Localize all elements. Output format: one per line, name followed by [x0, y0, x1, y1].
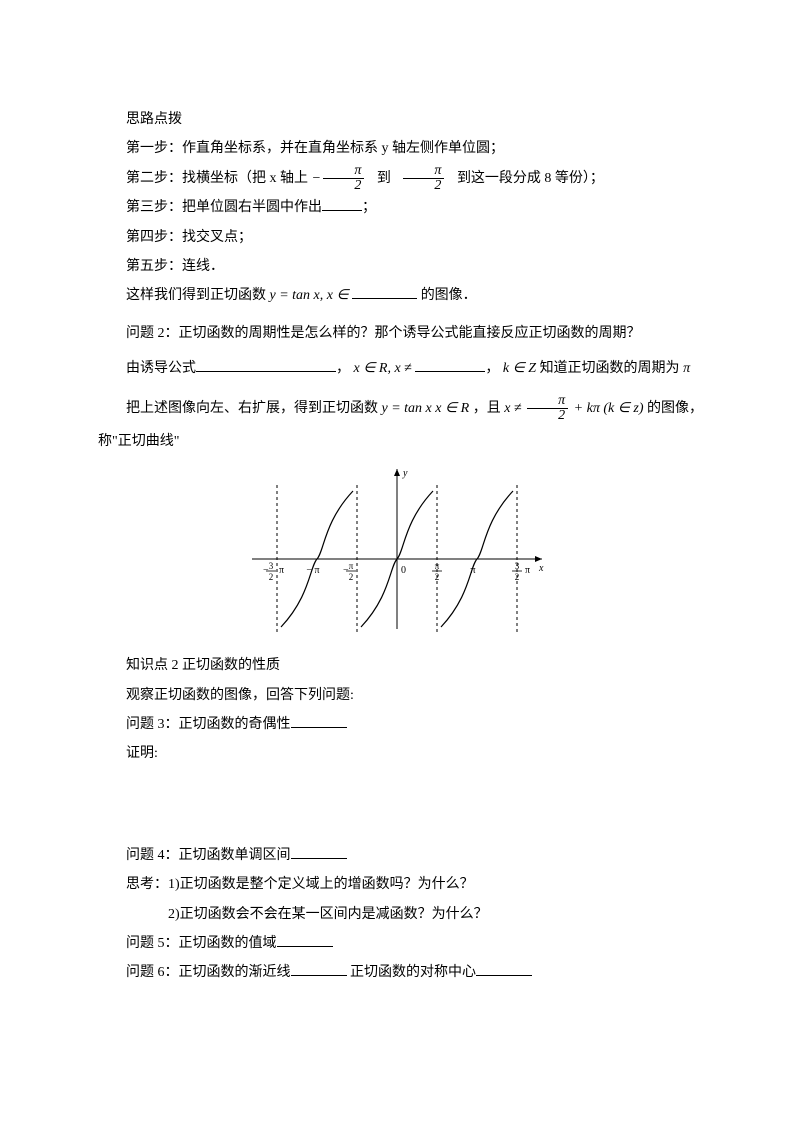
step-3-semi: ； [362, 200, 376, 215]
svg-text:0: 0 [401, 565, 406, 576]
question-5: 问题 5：正切函数的值域 [98, 929, 696, 958]
think-1: 思考：1)正切函数是整个定义域上的增函数吗？为什么？ [98, 870, 696, 899]
svg-text:2: 2 [515, 572, 520, 582]
ind-comma1: ， [336, 361, 350, 376]
frac-num: π [323, 164, 364, 178]
frac-den: 2 [527, 408, 568, 423]
ind-a: 由诱导公式 [126, 361, 196, 376]
result-text-a: 这样我们得到正切函数 [126, 288, 266, 303]
ind-d: 知道正切函数的周期为 [540, 361, 680, 376]
svg-text:3: 3 [515, 561, 520, 571]
svg-text:x: x [538, 563, 544, 574]
question-6: 问题 6：正切函数的渐近线 正切函数的对称中心 [98, 958, 696, 987]
math-x-in-r: x ∈ R, x ≠ [354, 361, 412, 376]
svg-text:3: 3 [269, 561, 274, 571]
blank [291, 844, 347, 859]
blank [476, 961, 532, 976]
math-pi: π [683, 361, 690, 376]
step-4: 第四步：找交叉点； [98, 223, 696, 252]
step-3-text: 第三步：把单位圆右半圆中作出 [126, 200, 322, 215]
svg-text:2: 2 [269, 572, 274, 582]
blank [322, 196, 362, 211]
frac-den: 2 [403, 178, 444, 193]
step-1: 第一步：作直角坐标系，并在直角坐标系 y 轴左侧作单位圆； [98, 134, 696, 163]
math-k-in-z: k ∈ Z [503, 361, 536, 376]
q5-text: 问题 5：正切函数的值域 [126, 936, 277, 951]
svg-text:π: π [279, 565, 284, 576]
induction-line: 由诱导公式 ， x ∈ R, x ≠ ， k ∈ Z 知道正切函数的周期为 π [98, 354, 696, 383]
blank [291, 713, 347, 728]
tangent-graph: xy−32π− π−π20π2π32π [98, 464, 696, 639]
math-y-tanx2: y = tan x x ∈ R [382, 401, 470, 416]
ind-comma2: ， [485, 361, 499, 376]
blank [415, 357, 485, 372]
q6-text-a: 问题 6：正切函数的渐近线 [126, 965, 291, 980]
svg-text:π: π [349, 561, 354, 571]
math-y-tanx: y = tan x, x ∈ [270, 288, 349, 303]
hint-heading: 思路点拨 [98, 105, 696, 134]
step-2-text-a: 第二步：找横坐标（把 x 轴上 [126, 171, 308, 186]
ext-c: 的图像， [647, 401, 703, 416]
knowledge-2-heading: 知识点 2 正切函数的性质 [98, 651, 696, 680]
proof-label: 证明: [98, 739, 696, 768]
question-2: 问题 2：正切函数的周期性是怎么样的？那个诱导公式能直接反应正切函数的周期？ [98, 319, 696, 348]
question-3: 问题 3：正切函数的奇偶性 [98, 710, 696, 739]
blank [196, 357, 336, 372]
frac-num: π [527, 394, 568, 408]
frac-den: 2 [323, 178, 364, 193]
svg-text:y: y [402, 468, 408, 479]
svg-text:2: 2 [349, 572, 354, 582]
blank [352, 284, 417, 299]
svg-text:π: π [435, 561, 440, 571]
observe-line: 观察正切函数的图像，回答下列问题: [98, 681, 696, 710]
ext-a: 把上述图像向左、右扩展，得到正切函数 [126, 401, 378, 416]
q4-text: 问题 4：正切函数单调区间 [126, 848, 291, 863]
step-5: 第五步：连线． [98, 252, 696, 281]
result-text-b: 的图像． [421, 288, 477, 303]
math-kpi: + kπ (k ∈ z) [574, 401, 644, 416]
step-2-text-c: 到这一段分成 8 等份）； [457, 171, 604, 186]
blank [277, 932, 333, 947]
ext-b: ，且 [473, 401, 501, 416]
svg-text:2: 2 [435, 572, 440, 582]
svg-text:π: π [525, 565, 530, 576]
result-line: 这样我们得到正切函数 y = tan x, x ∈ 的图像． [98, 281, 696, 310]
blank [291, 961, 347, 976]
step-2-text-b: 到 [377, 171, 391, 186]
think-2: 2)正切函数会不会在某一区间内是减函数？为什么？ [98, 900, 696, 929]
q3-text: 问题 3：正切函数的奇偶性 [126, 717, 291, 732]
q6-text-b: 正切函数的对称中心 [350, 965, 476, 980]
math-x-neq: x ≠ [504, 401, 521, 416]
frac-num: π [403, 164, 444, 178]
step-2: 第二步：找横坐标（把 x 轴上 −π2 到 π2 到这一段分成 8 等份）； [98, 164, 696, 193]
question-4: 问题 4：正切函数单调区间 [98, 841, 696, 870]
extend-line: 把上述图像向左、右扩展，得到正切函数 y = tan x x ∈ R ，且 x … [98, 394, 696, 423]
step-3: 第三步：把单位圆右半圆中作出 ； [98, 193, 696, 222]
tangent-curve-name: 称"正切曲线" [98, 427, 696, 456]
